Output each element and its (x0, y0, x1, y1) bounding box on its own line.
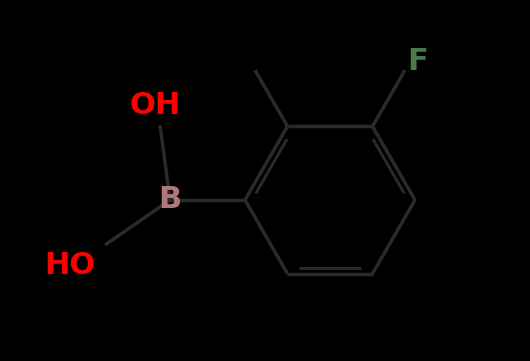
Text: HO: HO (45, 251, 95, 279)
Text: F: F (408, 47, 428, 76)
Text: B: B (158, 186, 182, 214)
Text: OH: OH (129, 91, 181, 119)
